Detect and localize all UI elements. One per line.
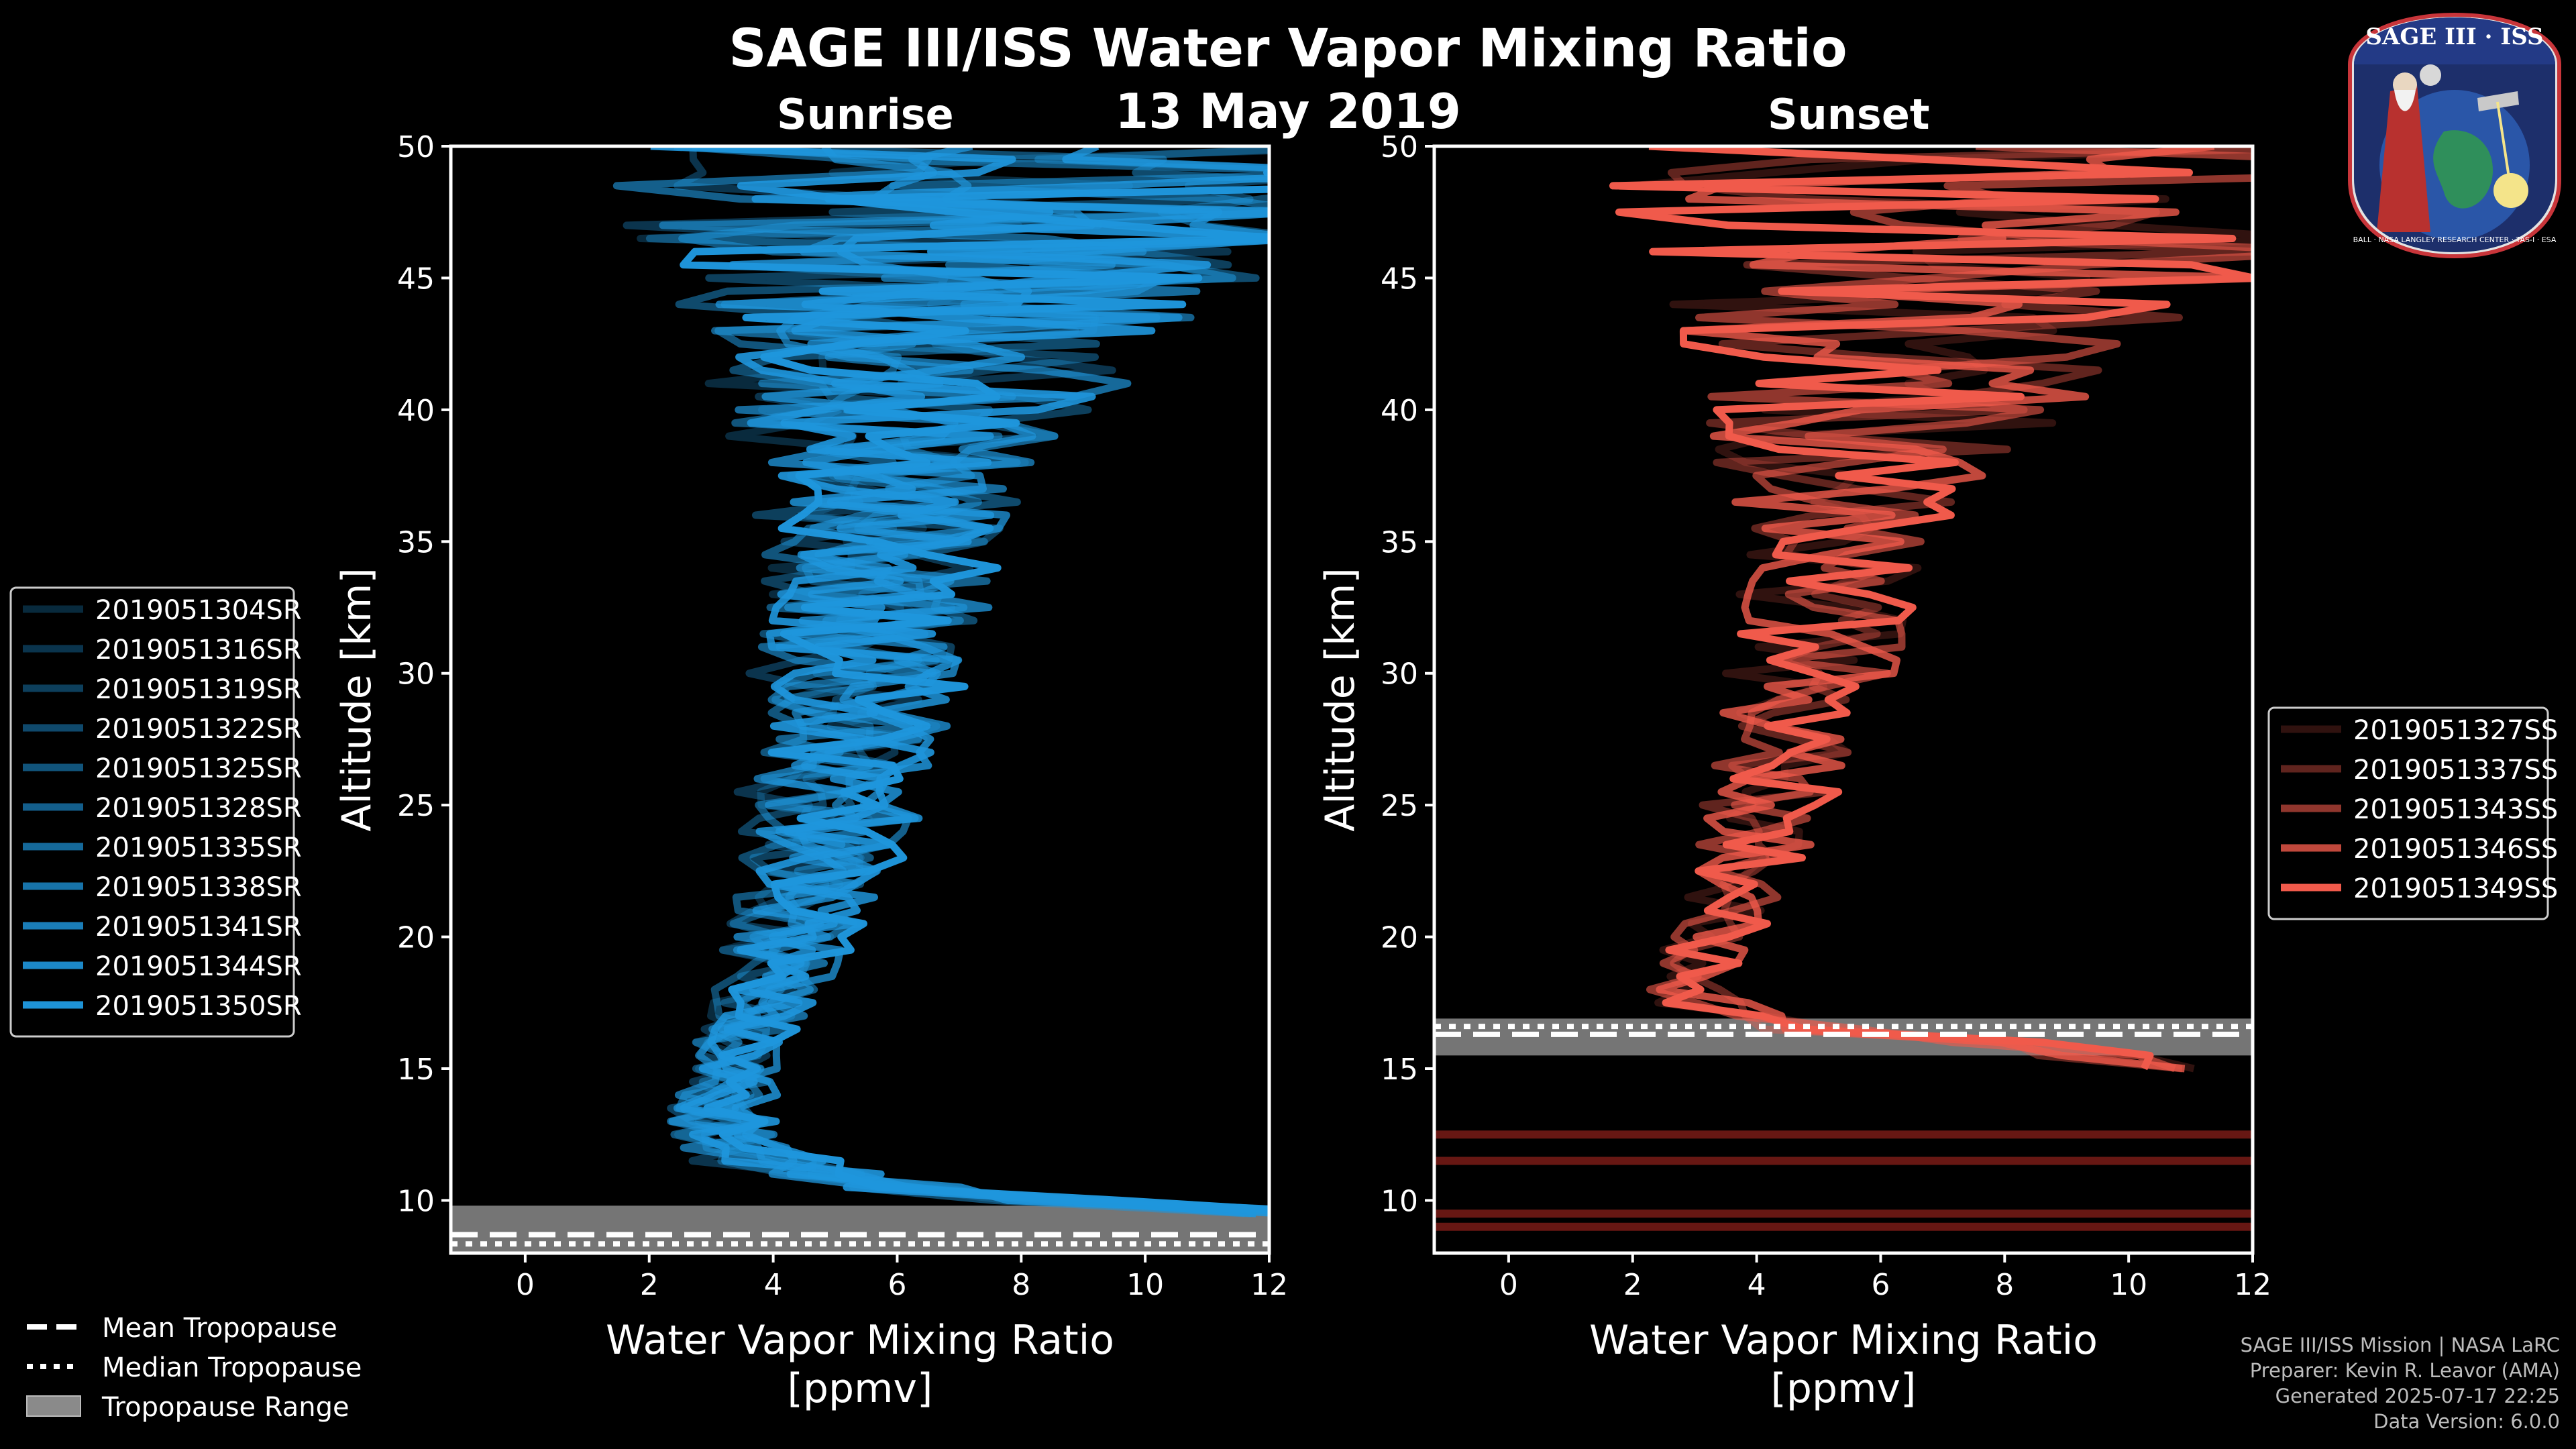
y-tick-label-35: 35 [1381,525,1418,559]
legend-label-2019051337SS: 2019051337SS [2353,755,2558,786]
x-tick-label-4: 4 [1748,1268,1766,1302]
y-tick-label-20: 20 [397,921,435,955]
sunset-legend-frame [2267,706,2549,920]
y-tick-label-50: 50 [397,130,435,164]
x-axis-label: Water Vapor Mixing Ratio [606,1317,1114,1364]
x-tick-label-0: 0 [1499,1268,1518,1302]
y-tick-label-20: 20 [1381,921,1418,955]
x-tick-label-10: 10 [1126,1268,1164,1302]
profile-line-2019051349SS [1609,146,2253,1071]
sunset-panel: 0 2 4 6 8 10 12 10 15 20 25 30 35 40 45 50 Water Vapor M… [1317,130,2271,1412]
y-tick-label-15: 15 [397,1053,435,1087]
y-tick-label-45: 45 [1381,262,1418,296]
legend-tropopause-range-swatch [26,1395,81,1417]
y-tick-label-25: 25 [1381,789,1418,823]
y-axis-label: Altitude [km] [333,568,380,832]
y-tick-label-50: 50 [1381,130,1418,164]
footer-version: Data Version: 6.0.0 [2373,1410,2560,1433]
plot-area [1434,146,2253,1231]
x-axis-label: Water Vapor Mixing Ratio [1589,1317,2098,1364]
figure-date: 13 May 2019 [1115,83,1461,140]
legend-label-2019051304SR: 2019051304SR [95,595,302,626]
legend-label-2019051343SS: 2019051343SS [2353,794,2558,825]
legend-tropopause-range-label: Tropopause Range [101,1392,350,1423]
x-tick-label-0: 0 [516,1268,535,1302]
plot-background [1434,146,2253,1253]
footer-generated: Generated 2025-07-17 22:25 [2275,1385,2560,1407]
sunrise-panel: 0 2 4 6 8 10 12 10 15 20 25 30 35 40 45 50 Water Vapor M… [333,130,1288,1412]
x-tick-label-12: 12 [1250,1268,1288,1302]
x-tick-label-6: 6 [1871,1268,1890,1302]
y-tick-label-25: 25 [397,789,435,823]
legend-label-2019051335SR: 2019051335SR [95,833,302,863]
x-tick-label-4: 4 [764,1268,783,1302]
legend-label-2019051341SR: 2019051341SR [95,912,302,943]
legend-label-2019051328SR: 2019051328SR [95,793,302,824]
legend-label-2019051327SS: 2019051327SS [2353,715,2558,746]
figure-title: SAGE III/ISS Water Vapor Mixing Ratio [729,19,1847,79]
y-tick-label-30: 30 [397,657,435,692]
sunrise-legend: 2019051304SR 2019051316SR 2019051319SR 2019… [9,586,302,1038]
y-tick-label-10: 10 [397,1184,435,1218]
footer-preparer: Preparer: Kevin R. Leavor (AMA) [2249,1359,2560,1382]
x-axis-label-units: [ppmv] [1771,1365,1917,1412]
y-tick-label-10: 10 [1381,1184,1418,1218]
y-tick-label-30: 30 [1381,657,1418,692]
x-tick-label-2: 2 [1623,1268,1642,1302]
y-tick-label-15: 15 [1381,1053,1418,1087]
legend-label-2019051316SR: 2019051316SR [95,635,302,665]
footer-mission: SAGE III/ISS Mission | NASA LaRC [2240,1334,2560,1356]
legend-label-2019051344SR: 2019051344SR [95,951,302,982]
legend-label-2019051350SR: 2019051350SR [95,991,302,1022]
legend-label-2019051338SR: 2019051338SR [95,872,302,903]
sunset-panel-title: Sunset [1768,90,1930,139]
y-tick-label-35: 35 [397,525,435,559]
logo-ring-text: BALL · NASA LANGLEY RESEARCH CENTER · TA… [2353,235,2557,244]
x-tick-label-8: 8 [1012,1268,1030,1302]
legend-median-tropopause-label: Median Tropopause [102,1352,362,1383]
y-axis-label: Altitude [km] [1317,568,1364,832]
plot-area [451,146,1269,1253]
y-tick-label-40: 40 [1381,394,1418,428]
x-tick-label-12: 12 [2234,1268,2271,1302]
legend-label-2019051346SS: 2019051346SS [2353,834,2558,865]
profile-line-2019051350SR [680,168,1269,1214]
x-tick-label-2: 2 [640,1268,659,1302]
sunset-legend: 2019051327SS 2019051337SS 2019051343SS 2019… [2267,706,2558,920]
plot-frame [1432,144,2255,1255]
legends: 2019051304SR 2019051316SR 2019051319SR 2019… [9,586,2558,1423]
x-axis-label-units: [ppmv] [788,1365,933,1412]
legend-label-2019051319SR: 2019051319SR [95,674,302,705]
legend-label-2019051325SR: 2019051325SR [95,753,302,784]
footer-credits: SAGE III/ISS Mission | NASA LaRC Prepare… [2241,1332,2560,1434]
y-tick-label-40: 40 [397,394,435,428]
legend-label-2019051322SR: 2019051322SR [95,714,302,745]
y-tick-label-45: 45 [397,262,435,296]
legend-label-2019051349SS: 2019051349SS [2353,873,2558,904]
sunrise-panel-title: Sunrise [777,90,954,139]
legend-mean-tropopause-label: Mean Tropopause [102,1313,337,1344]
profile-line-2019051344SR [650,146,1269,1218]
plot-frame [449,144,1271,1255]
tropopause-legend: Mean Tropopause Median Tropopause Tropopau… [26,1313,362,1423]
sage-iii-mission-logo: SAGE III · ISS BALL · NASA LANGLEY RESEA… [2348,12,2561,259]
x-tick-label-10: 10 [2110,1268,2147,1302]
logo-title: SAGE III · ISS [2365,23,2543,50]
x-tick-label-8: 8 [1995,1268,2014,1302]
x-tick-label-6: 6 [888,1268,906,1302]
